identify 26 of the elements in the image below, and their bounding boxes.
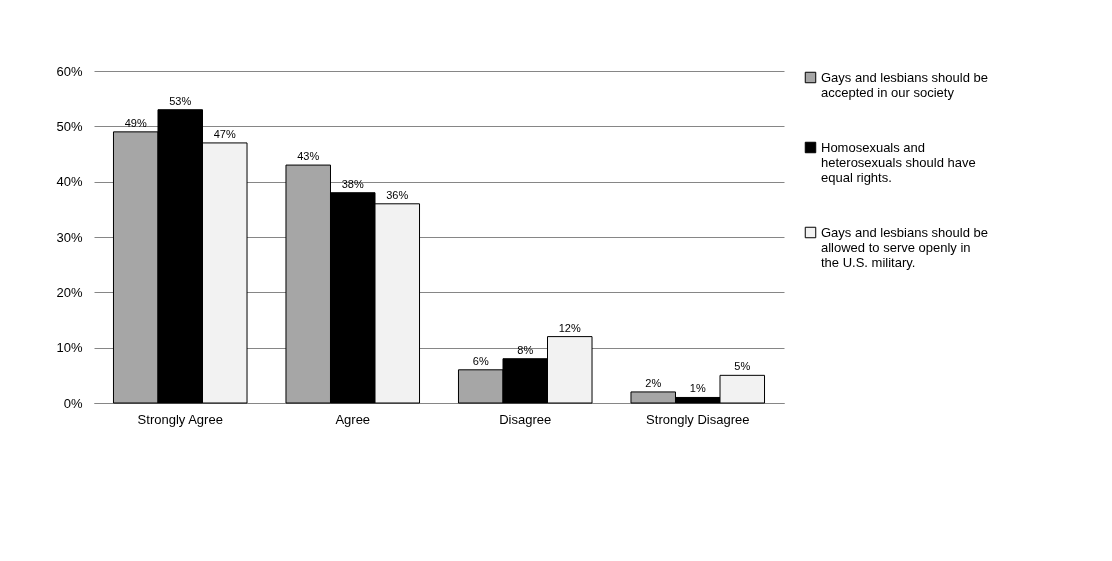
y-tick-label: 20% <box>56 284 83 300</box>
data-label: 43% <box>297 150 320 163</box>
data-label: 49% <box>124 116 147 129</box>
y-tick-label: 0% <box>63 395 83 411</box>
data-label: 1% <box>689 382 706 395</box>
x-tick-label: Strongly Disagree <box>646 411 750 427</box>
data-label: 12% <box>558 321 581 334</box>
x-tick-label: Disagree <box>499 411 552 427</box>
y-tick-label: 60% <box>56 63 83 79</box>
data-label: 53% <box>169 94 192 107</box>
data-label: 47% <box>213 127 236 140</box>
y-tick-label: 50% <box>56 118 83 134</box>
x-tick-label: Agree <box>335 411 371 427</box>
legend-label: Gays and lesbians should be accepted in our society <box>821 69 988 100</box>
data-label: 8% <box>517 343 534 356</box>
data-label: 36% <box>386 188 409 201</box>
data-label: 38% <box>341 177 364 190</box>
legend-label: Homosexuals and heterosexuals should have equal rights. <box>821 139 976 185</box>
data-label: 6% <box>472 354 489 367</box>
data-label: 2% <box>645 376 662 389</box>
legend-label: Gays and lesbians should be allowed to serve openly in the U.S. military. <box>821 224 988 270</box>
x-tick-label: Strongly Agree <box>137 411 223 427</box>
y-tick-label: 40% <box>56 174 83 190</box>
y-tick-label: 30% <box>56 229 83 245</box>
data-label: 5% <box>734 360 751 373</box>
y-tick-label: 10% <box>56 340 83 356</box>
